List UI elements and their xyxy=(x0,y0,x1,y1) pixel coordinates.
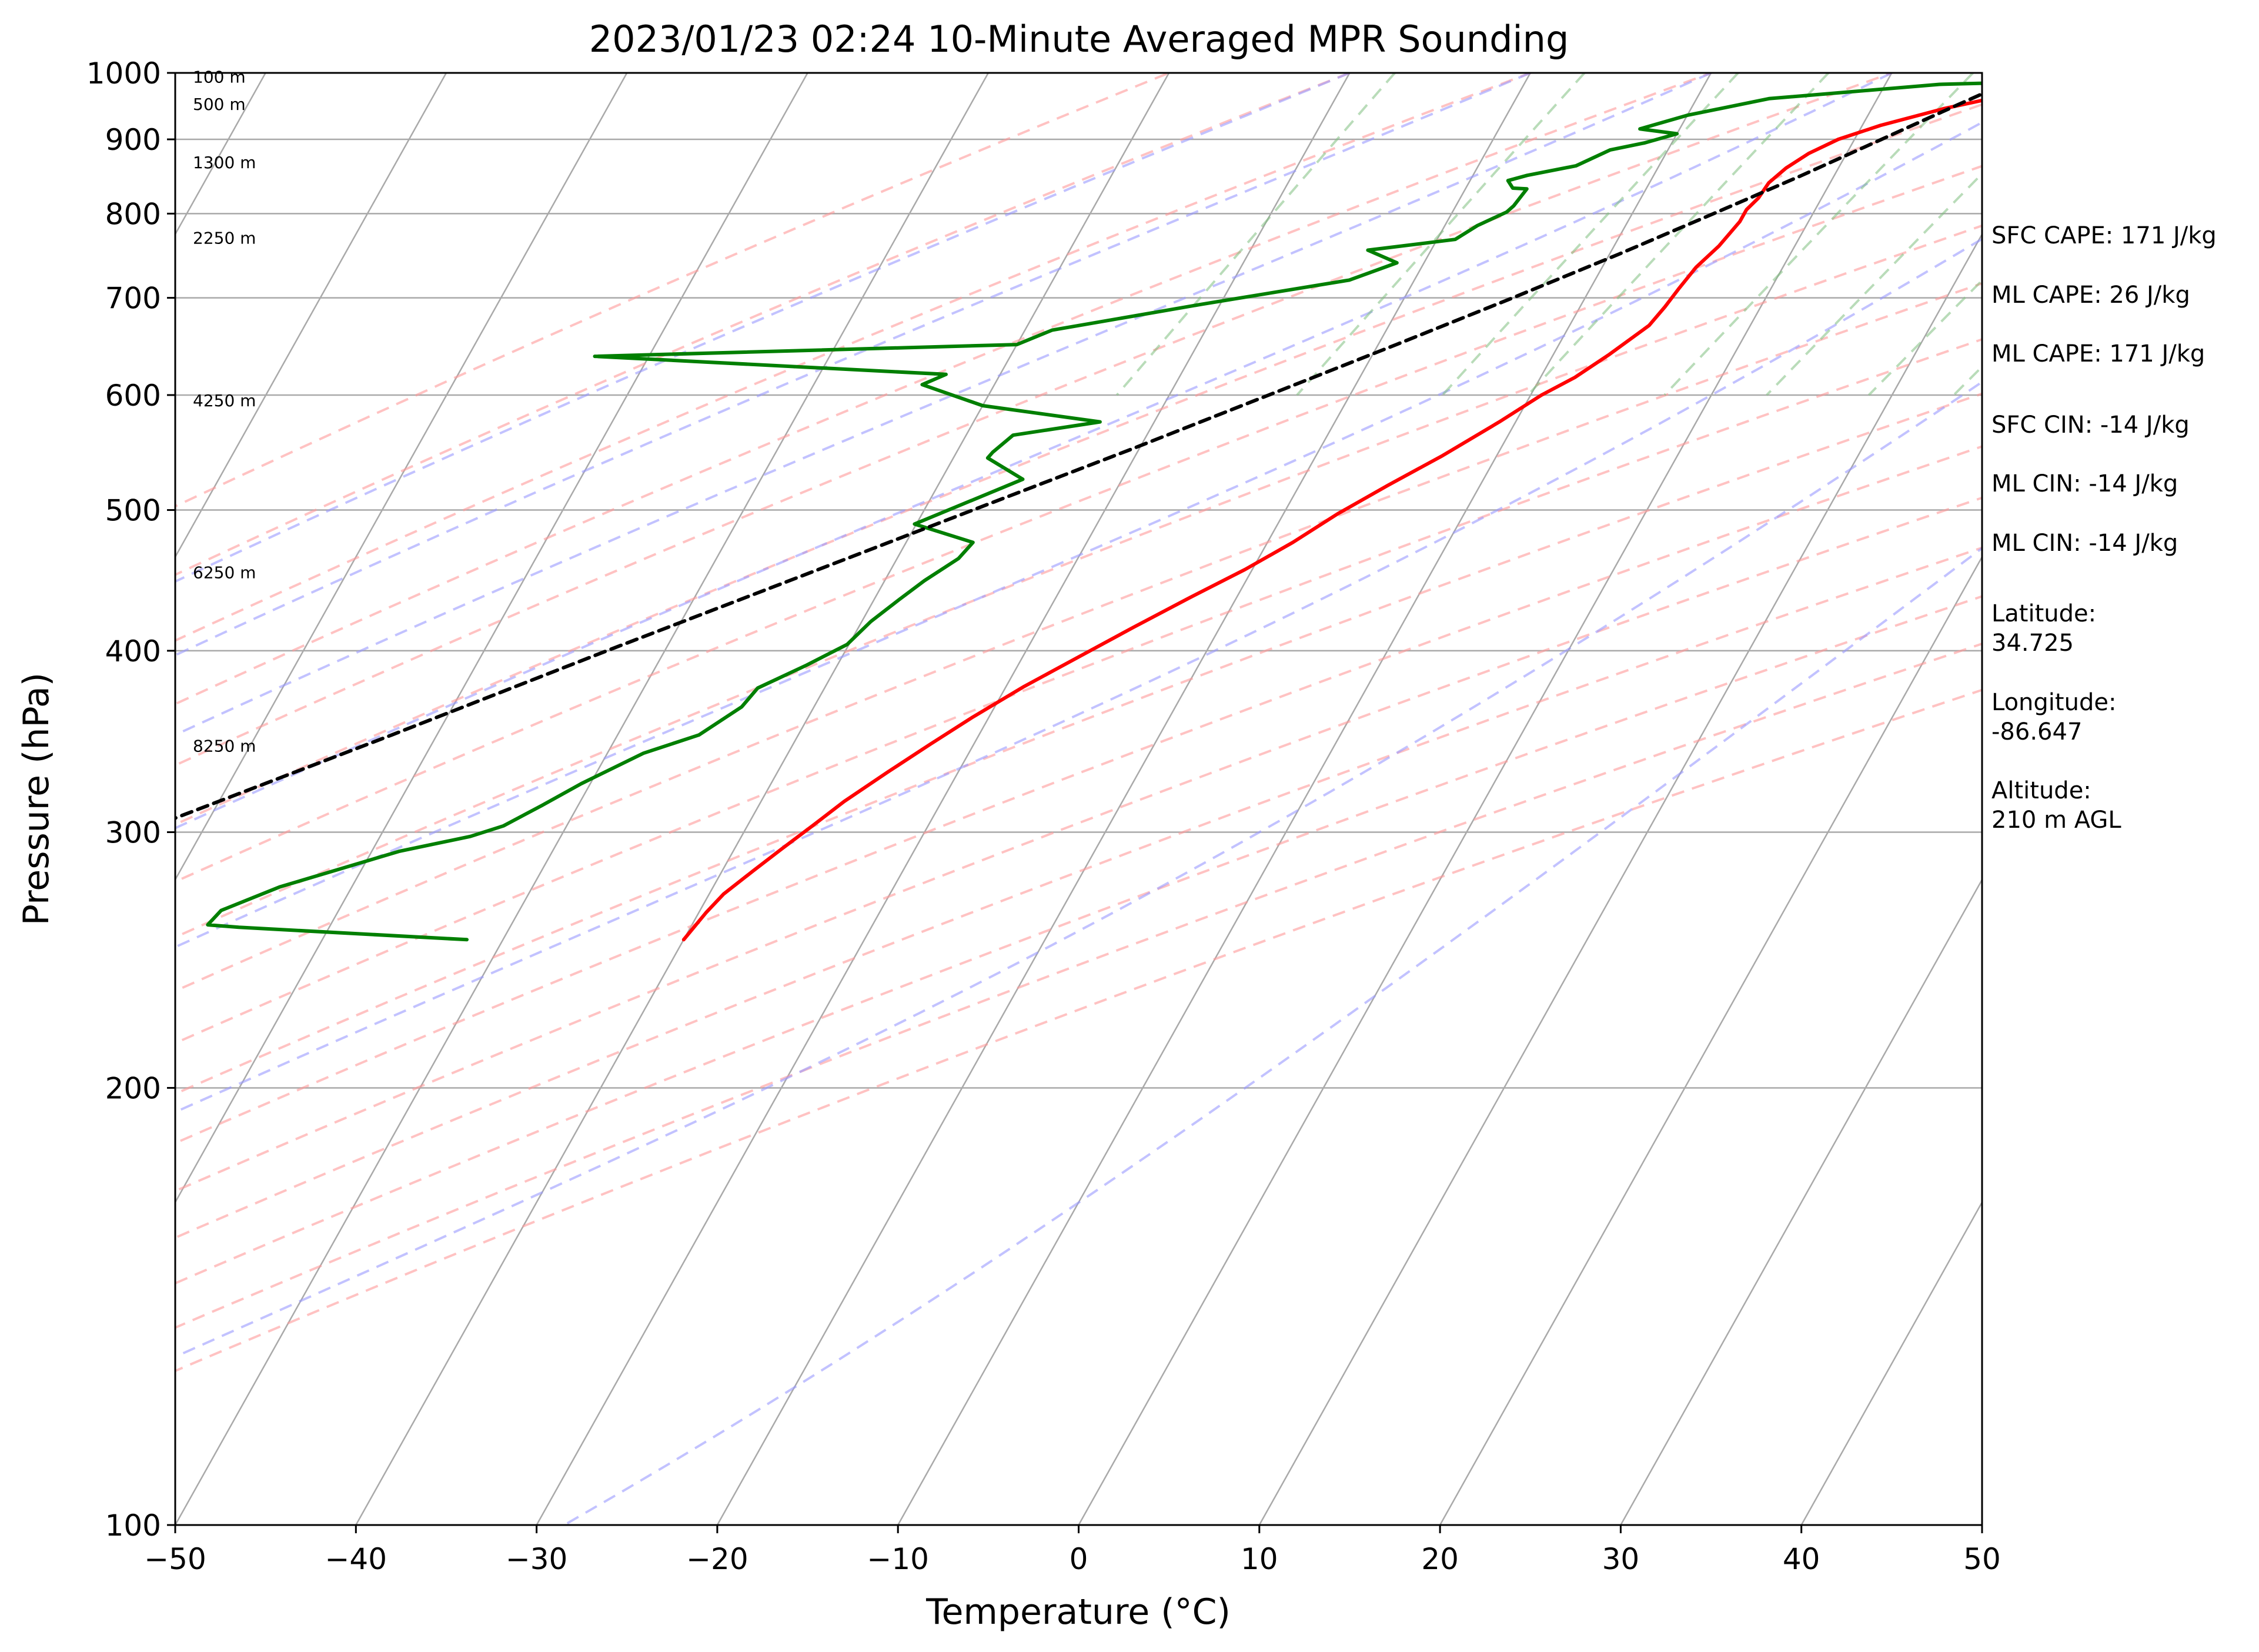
isobar-grid xyxy=(175,138,1982,1089)
ml-cape-text: ML CAPE: 26 J/kg xyxy=(1991,282,2190,309)
dry-adiabat-line xyxy=(175,338,1982,1045)
moist-adiabat-line xyxy=(175,380,1982,1359)
y-tick-label: 400 xyxy=(105,634,161,668)
isotherm-line xyxy=(716,73,1531,1525)
y-axis-ticks: 100 200 300 400 500 600 700 800 900 1000 xyxy=(86,56,175,1543)
height-label: 4250 m xyxy=(193,391,256,410)
isotherm-line xyxy=(175,73,808,1204)
isotherm-line xyxy=(1439,555,1982,1525)
altitude-label: Altitude: xyxy=(1991,777,2091,804)
y-tick-label: 100 xyxy=(105,1509,161,1543)
x-tick-label: −50 xyxy=(144,1542,206,1576)
x-tick-label: −30 xyxy=(506,1542,568,1576)
ml-cin-text: ML CIN: -14 J/kg xyxy=(1991,470,2178,497)
parcel-path-line xyxy=(175,92,1982,820)
x-tick-label: −10 xyxy=(867,1542,929,1576)
isotherm-line xyxy=(175,73,447,559)
x-axis-ticks: −50 −40 −30 −20 −10 0 10 20 30 40 50 xyxy=(144,1525,2001,1576)
x-tick-label: −20 xyxy=(686,1542,748,1576)
temperature-line xyxy=(681,98,1982,942)
ml-cin-text-2: ML CIN: -14 J/kg xyxy=(1991,530,2178,557)
x-tick-label: 40 xyxy=(1783,1542,1820,1576)
height-label: 8250 m xyxy=(193,737,256,756)
dry-adiabats xyxy=(175,73,1982,1373)
moist-adiabat-line xyxy=(175,238,1982,1113)
mixing-ratio-line xyxy=(1441,73,1739,396)
y-tick-label: 300 xyxy=(105,816,161,850)
sfc-cape-text: SFC CAPE: 171 J/kg xyxy=(1991,222,2217,249)
mixing-ratio-line xyxy=(1527,73,1830,396)
isotherm-line xyxy=(1258,232,1982,1525)
moist-adiabat-line xyxy=(175,121,1982,949)
height-label: 6250 m xyxy=(193,563,256,582)
y-tick-label: 700 xyxy=(105,282,161,316)
dry-adiabat-line xyxy=(175,642,1982,1329)
moist-adiabats xyxy=(175,73,1982,1525)
isotherm-line xyxy=(1800,1200,1982,1525)
mixing-ratio-line xyxy=(1766,172,1982,396)
y-tick-label: 900 xyxy=(105,123,161,157)
moist-adiabat-line xyxy=(175,73,1712,737)
dry-adiabat-line xyxy=(175,224,1982,939)
dry-adiabat-line xyxy=(175,73,1172,508)
y-axis-label: Pressure (hPa) xyxy=(16,673,57,925)
height-label: 2250 m xyxy=(193,228,256,248)
isotherm-line xyxy=(1078,73,1893,1525)
dry-adiabat-line xyxy=(175,73,1715,705)
dewpoint-line xyxy=(206,81,1982,942)
dry-adiabat-line xyxy=(175,392,1982,1095)
x-tick-label: 30 xyxy=(1602,1542,1640,1576)
x-axis-label: Temperature (°C) xyxy=(925,1591,1231,1633)
longitude-value: -86.647 xyxy=(1991,718,2082,745)
y-tick-label: 1000 xyxy=(86,56,161,91)
x-tick-label: 0 xyxy=(1070,1542,1088,1576)
isotherm-line xyxy=(1620,878,1982,1525)
ml-cape-text-2: ML CAPE: 171 J/kg xyxy=(1991,340,2205,367)
dry-adiabat-line xyxy=(175,73,1896,767)
x-tick-label: 10 xyxy=(1241,1542,1278,1576)
height-label: 1300 m xyxy=(193,153,256,172)
y-tick-label: 600 xyxy=(105,379,161,413)
altitude-value: 210 m AGL xyxy=(1991,807,2121,834)
latitude-label: Latitude: xyxy=(1991,600,2096,627)
y-tick-label: 200 xyxy=(105,1071,161,1105)
x-tick-label: 20 xyxy=(1421,1542,1459,1576)
isotherm-line xyxy=(897,73,1712,1525)
sfc-cin-text: SFC CIN: -14 J/kg xyxy=(1991,412,2190,439)
isotherm-line xyxy=(175,73,989,1525)
y-tick-label: 800 xyxy=(105,197,161,231)
plot-area xyxy=(175,73,1982,1525)
height-label: 500 m xyxy=(193,95,246,114)
dry-adiabat-line xyxy=(175,595,1982,1285)
longitude-label: Longitude: xyxy=(1991,689,2116,716)
chart-title: 2023/01/23 02:24 10-Minute Averaged MPR … xyxy=(589,18,1569,61)
mixing-ratio-lines xyxy=(1115,73,1982,396)
dry-adiabat-line xyxy=(175,445,1982,1145)
x-tick-label: −40 xyxy=(325,1542,387,1576)
mixing-ratio-line xyxy=(1296,73,1586,396)
mixing-ratio-line xyxy=(1663,73,1974,396)
isotherm-line xyxy=(536,73,1351,1525)
height-labels: 100 m 500 m 1300 m 2250 m 4250 m 6250 m 8250 m xyxy=(193,67,256,755)
moist-adiabat-line xyxy=(563,546,1982,1525)
latitude-value: 34.725 xyxy=(1991,630,2074,657)
sounding-annotations: SFC CAPE: 171 J/kg ML CAPE: 26 J/kg ML C… xyxy=(1991,222,2217,834)
x-tick-label: 50 xyxy=(1963,1542,2001,1576)
y-tick-label: 500 xyxy=(105,494,161,528)
sounding-series xyxy=(175,81,1982,942)
height-label: 100 m xyxy=(193,67,246,86)
mixing-ratio-line xyxy=(1867,279,1982,396)
isotherm-line xyxy=(355,73,1170,1525)
moist-adiabat-line xyxy=(175,73,1893,830)
moist-adiabat-line xyxy=(175,73,1531,657)
moist-adiabat-line xyxy=(175,73,1351,583)
dry-adiabat-line xyxy=(175,73,1353,576)
dry-adiabat-line xyxy=(175,546,1982,1239)
isotherm-grid xyxy=(175,73,1982,1525)
